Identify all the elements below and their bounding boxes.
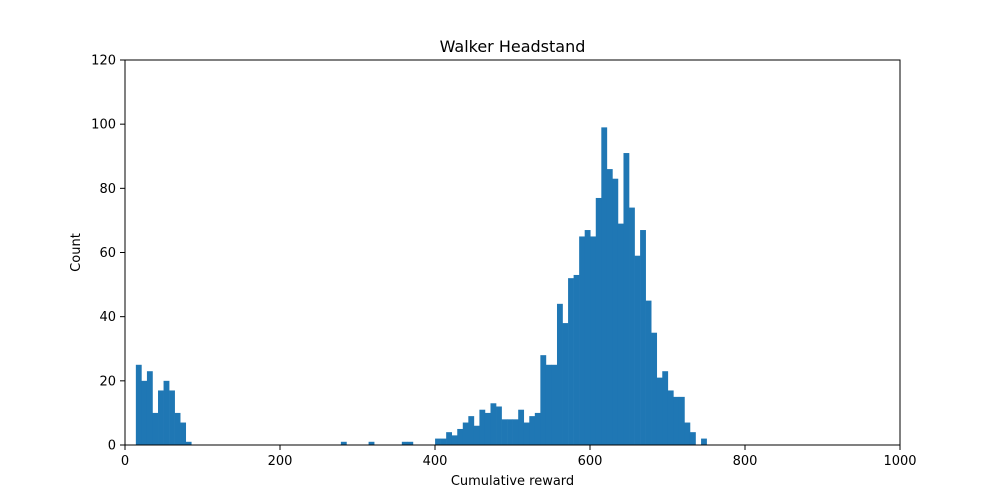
histogram-bar xyxy=(673,396,680,445)
histogram-bar xyxy=(340,441,347,445)
histogram-bar xyxy=(601,127,608,445)
y-tick-label: 20 xyxy=(99,374,116,389)
y-tick-label: 40 xyxy=(99,310,116,325)
histogram-bar xyxy=(401,441,408,445)
x-tick-label: 0 xyxy=(121,454,129,469)
histogram-bar xyxy=(152,412,159,445)
histogram-bar xyxy=(180,422,187,445)
histogram-bar xyxy=(141,380,148,445)
histogram-bar xyxy=(440,438,447,445)
x-tick-label: 200 xyxy=(268,454,293,469)
histogram-bar xyxy=(462,422,469,445)
histogram-bar xyxy=(689,432,696,445)
histogram-bar xyxy=(174,412,181,445)
histogram-bar xyxy=(368,441,375,445)
histogram-bar xyxy=(523,422,530,445)
x-axis-ticks: 0 200 400 600 800 1000 xyxy=(121,445,917,469)
y-tick-label: 100 xyxy=(91,118,116,133)
histogram-bar xyxy=(507,419,513,445)
histogram-bar xyxy=(568,278,574,445)
bars-group xyxy=(135,127,707,446)
histogram-bar xyxy=(606,169,613,446)
histogram-bar xyxy=(501,419,508,445)
histogram-bar xyxy=(451,435,458,445)
histogram-bar xyxy=(407,441,414,445)
histogram-bar xyxy=(573,274,580,445)
histogram-bar xyxy=(556,303,563,445)
histogram-bar xyxy=(185,441,192,445)
histogram-bar xyxy=(651,332,658,445)
histogram-bar xyxy=(484,412,491,445)
histogram-bar xyxy=(667,390,674,445)
x-axis-label: Cumulative reward xyxy=(451,474,574,489)
histogram-bar xyxy=(584,230,591,445)
histogram-bar xyxy=(579,236,585,445)
histogram-bar xyxy=(551,364,558,445)
histogram-bar xyxy=(534,412,541,445)
histogram-bar xyxy=(545,364,552,445)
histogram-bar xyxy=(468,416,475,445)
y-tick-label: 120 xyxy=(91,54,116,69)
y-tick-label: 0 xyxy=(108,439,116,454)
histogram-bar xyxy=(146,371,153,445)
histogram-bar xyxy=(562,323,569,445)
y-axis-ticks: 0 20 40 60 80 100 120 xyxy=(91,54,125,454)
y-tick-label: 60 xyxy=(99,246,116,261)
histogram-bar xyxy=(158,390,164,445)
histogram-bar xyxy=(656,377,663,445)
histogram-bar xyxy=(684,422,691,445)
histogram-bar xyxy=(678,396,685,445)
histogram-bar xyxy=(518,409,525,445)
histogram-bar xyxy=(135,364,142,445)
histogram-bar xyxy=(163,380,170,445)
histogram-bar xyxy=(496,406,502,445)
histogram-bar xyxy=(595,197,602,445)
histogram-bar xyxy=(629,207,635,445)
x-tick-label: 400 xyxy=(423,454,448,469)
y-tick-label: 80 xyxy=(99,182,116,197)
histogram-bar xyxy=(446,432,453,445)
histogram-bar xyxy=(479,409,486,445)
histogram-bar xyxy=(529,416,536,445)
histogram-bar xyxy=(645,300,652,445)
histogram-bar xyxy=(662,371,669,445)
histogram-bar xyxy=(540,355,547,445)
histogram-bar xyxy=(623,153,630,445)
histogram-bar xyxy=(701,438,707,445)
histogram-bar xyxy=(490,403,497,445)
histogram-bar xyxy=(612,178,619,446)
histogram-bar xyxy=(473,425,480,445)
chart-title: Walker Headstand xyxy=(440,37,586,56)
histogram-bar xyxy=(634,255,641,445)
x-tick-label: 1000 xyxy=(883,454,916,469)
histogram-bar xyxy=(169,390,175,445)
histogram-bar xyxy=(457,428,464,445)
x-tick-label: 800 xyxy=(733,454,758,469)
y-axis-label: Count xyxy=(69,233,84,272)
histogram-bar xyxy=(512,419,519,445)
histogram-bar xyxy=(640,230,646,445)
histogram-bar xyxy=(617,223,624,445)
histogram-bar xyxy=(590,236,597,445)
x-tick-label: 600 xyxy=(578,454,603,469)
plot-frame xyxy=(124,59,901,446)
histogram-bar xyxy=(435,438,441,445)
